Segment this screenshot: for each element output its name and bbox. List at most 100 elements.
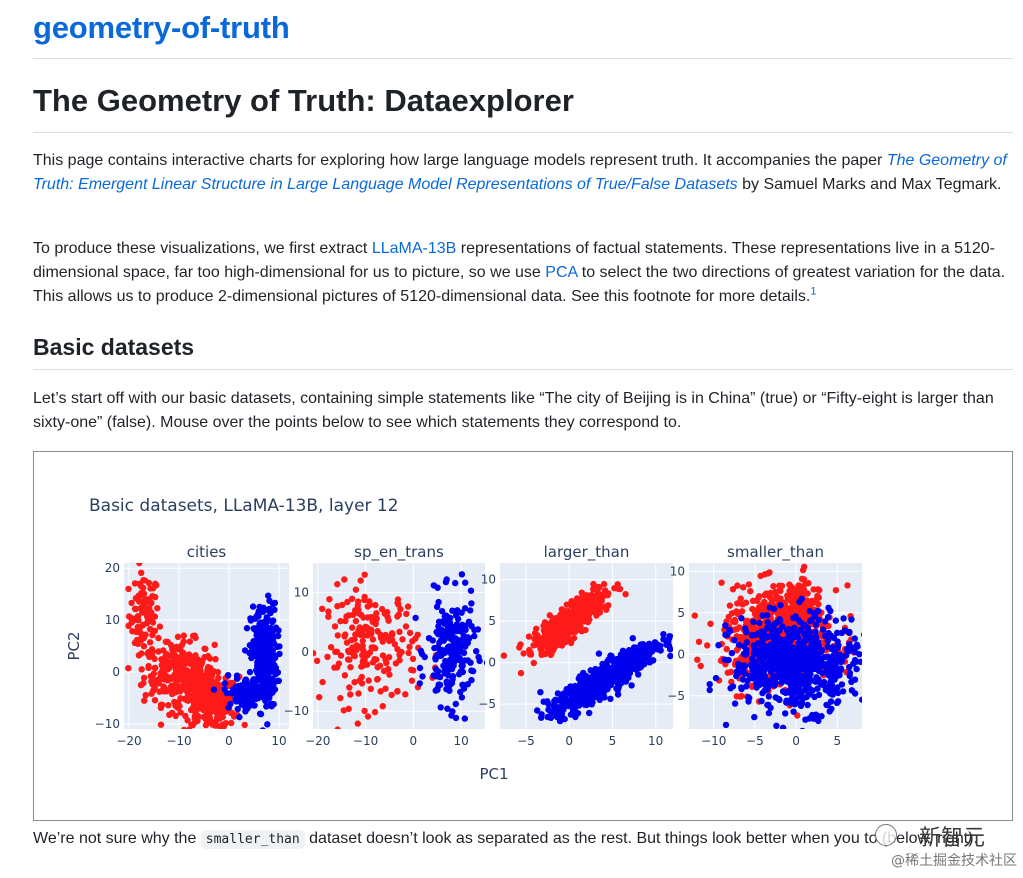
chart-title: Basic datasets, LLaMA-13B, layer 12 — [89, 496, 399, 516]
data-point — [276, 643, 283, 650]
data-point — [256, 710, 264, 717]
data-point — [706, 681, 713, 688]
y-tick-label: 10 — [481, 573, 496, 587]
data-point — [823, 701, 830, 709]
data-point — [745, 581, 753, 588]
data-point — [206, 655, 214, 662]
repo-title-link[interactable]: geometry-of-truth — [33, 10, 290, 45]
data-point — [355, 690, 362, 697]
data-point — [613, 656, 620, 663]
data-point — [345, 648, 353, 656]
data-point — [446, 687, 453, 694]
points-layer — [500, 580, 673, 725]
data-point — [839, 688, 847, 695]
data-point — [619, 648, 627, 655]
data-point — [557, 708, 565, 715]
data-point — [581, 612, 589, 619]
data-point — [166, 711, 173, 718]
data-point — [138, 569, 145, 576]
data-point — [337, 730, 343, 736]
data-point — [140, 621, 147, 628]
data-point — [337, 652, 345, 659]
data-point — [597, 692, 605, 699]
data-point — [808, 651, 815, 658]
data-point — [319, 678, 326, 686]
data-point — [188, 660, 195, 667]
intro-text: This page contains interactive charts fo… — [33, 152, 887, 169]
data-point — [550, 702, 557, 710]
data-point — [767, 704, 774, 711]
data-point — [366, 649, 374, 656]
data-point — [796, 609, 803, 616]
data-point — [384, 609, 391, 616]
data-point — [460, 649, 468, 656]
data-point — [691, 612, 698, 619]
x-tick-label: −5 — [517, 734, 535, 748]
data-point — [340, 707, 347, 714]
data-point — [759, 612, 766, 619]
data-point — [185, 685, 192, 692]
llama-link[interactable]: LLaMA-13B — [371, 240, 457, 257]
data-point — [273, 670, 280, 677]
data-point — [743, 617, 751, 624]
data-point — [712, 674, 720, 682]
data-point — [596, 681, 603, 689]
data-point — [638, 648, 645, 655]
data-point — [430, 582, 437, 589]
data-point — [590, 580, 597, 588]
data-point — [225, 704, 232, 711]
data-point — [364, 632, 371, 639]
data-point — [741, 662, 749, 670]
x-tick-label: 10 — [271, 734, 286, 748]
data-point — [589, 699, 596, 706]
data-point — [568, 687, 575, 694]
x-tick-label: 10 — [453, 734, 468, 748]
data-point — [749, 655, 756, 662]
data-point — [341, 576, 348, 583]
data-point — [550, 637, 557, 644]
scatter-chart[interactable]: Basic datasets, LLaMA-13B, layer 12 −20 −1… — [34, 452, 1012, 820]
data-point — [844, 582, 851, 589]
x-tick-label: −10 — [353, 734, 378, 748]
data-point — [448, 665, 456, 673]
data-point — [374, 664, 381, 671]
data-point — [798, 659, 806, 666]
data-point — [804, 626, 812, 633]
data-point — [452, 700, 459, 708]
data-point — [337, 694, 344, 702]
data-point — [537, 689, 544, 696]
data-point — [795, 639, 802, 647]
y-tick-label: 10 — [294, 586, 309, 600]
footnote-link[interactable]: 1 — [810, 285, 817, 298]
data-point — [384, 614, 391, 621]
data-point — [402, 691, 409, 698]
subplot-title: smaller_than — [727, 543, 824, 562]
data-point — [136, 563, 143, 567]
data-point — [461, 715, 468, 722]
x-tick-label: 5 — [609, 734, 617, 748]
data-point — [215, 702, 222, 710]
data-point — [334, 632, 341, 639]
data-point — [468, 676, 475, 684]
data-point — [170, 657, 177, 665]
data-point — [213, 709, 220, 716]
page-title: The Geometry of Truth: Dataexplorer — [33, 83, 574, 118]
paper-link[interactable]: The Geometry of Truth: Emergent Linear S… — [33, 152, 1007, 193]
data-point — [848, 678, 855, 685]
data-point — [140, 577, 147, 584]
data-point — [241, 721, 248, 729]
data-point — [164, 638, 171, 646]
data-point — [750, 618, 757, 626]
data-point — [259, 727, 266, 729]
data-point — [175, 668, 182, 676]
data-point — [262, 668, 269, 676]
data-point — [140, 643, 148, 650]
after-text: We’re not sure why the — [33, 830, 201, 847]
pca-link[interactable]: PCA — [545, 264, 578, 281]
data-point — [191, 715, 199, 722]
data-point — [437, 704, 444, 711]
data-point — [569, 707, 577, 714]
data-point — [563, 601, 570, 608]
data-point — [125, 585, 132, 593]
method-text: To produce these visualizations, we firs… — [33, 240, 372, 257]
